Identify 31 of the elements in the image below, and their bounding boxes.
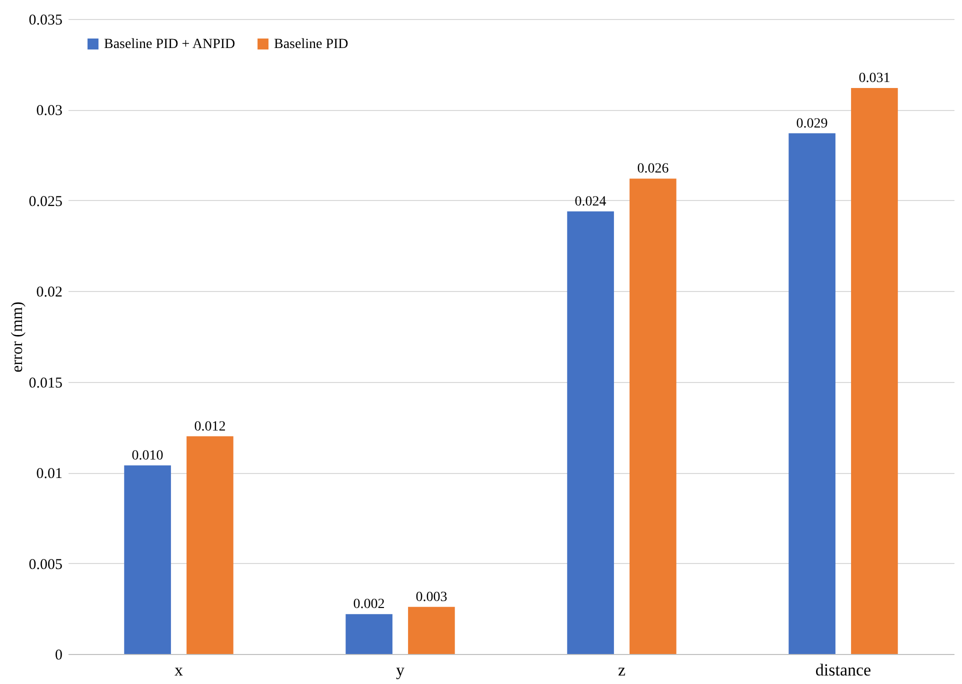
- y-tick-label: 0.03: [36, 103, 62, 120]
- bar: [408, 606, 455, 654]
- bar: [851, 88, 898, 654]
- data-label: 0.012: [194, 419, 226, 434]
- data-label: 0.031: [858, 70, 890, 86]
- bar: [567, 211, 614, 654]
- data-label: 0.002: [353, 597, 385, 612]
- legend-label: Baseline PID + ANPID: [104, 37, 236, 52]
- x-tick-label: x: [174, 660, 184, 680]
- y-tick-label: 0.035: [28, 12, 62, 28]
- x-tick-label: distance: [815, 660, 872, 680]
- y-tick-label: 0.01: [36, 466, 62, 482]
- bar: [186, 436, 234, 654]
- y-tick-label: 0: [55, 648, 62, 664]
- x-tick-label: y: [396, 660, 405, 680]
- legend-label: Baseline PID: [274, 37, 348, 52]
- data-label: 0.024: [574, 194, 606, 210]
- y-axis-title: error (mm): [8, 302, 26, 372]
- y-tick-label: 0.015: [28, 375, 62, 392]
- data-label: 0.003: [416, 590, 448, 605]
- bar: [788, 133, 836, 654]
- data-label: 0.026: [637, 162, 669, 177]
- y-tick-label: 0.02: [36, 284, 62, 301]
- bar: [630, 178, 676, 654]
- y-tick-label: 0.025: [28, 194, 62, 210]
- bar: [124, 465, 171, 654]
- x-tick-label: z: [618, 660, 626, 680]
- data-label: 0.029: [796, 116, 828, 132]
- y-tick-label: 0.005: [28, 556, 62, 573]
- bar: [346, 614, 392, 654]
- data-label: 0.010: [132, 448, 164, 464]
